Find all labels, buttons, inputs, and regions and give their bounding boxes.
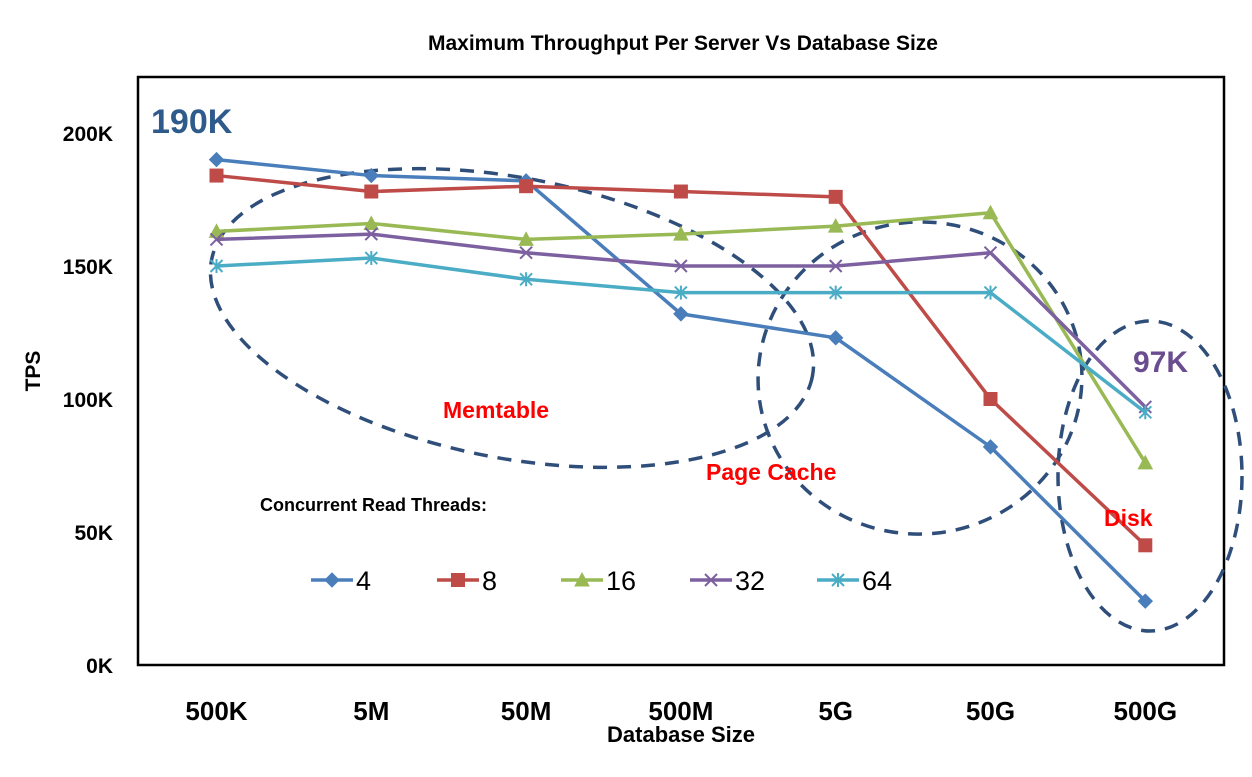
y-axis-label: TPS [22, 351, 45, 392]
legend-label-64: 64 [862, 566, 892, 596]
legend-label-32: 32 [735, 566, 765, 596]
data-point-4 [827, 330, 844, 346]
annotation-190k: 190K [151, 103, 233, 141]
data-point-32 [209, 232, 224, 247]
x-tick-label: 500M [648, 696, 713, 726]
y-tick-label: 50K [74, 522, 113, 545]
legend-label-4: 4 [356, 566, 371, 596]
data-point-4 [982, 439, 999, 455]
series-32 [209, 227, 1153, 414]
x-tick-label: 5G [818, 696, 853, 726]
memtable-region-outline [208, 166, 816, 470]
series-4 [208, 151, 1154, 609]
x-tick-label: 50M [501, 696, 552, 726]
data-point-8 [673, 184, 688, 199]
annotation-page-cache: Page Cache [706, 459, 836, 485]
x-tick-label: 5M [353, 696, 389, 726]
data-point-8 [828, 189, 843, 204]
data-point-16 [827, 218, 844, 233]
legend-item-32: 32 [690, 566, 765, 596]
region-outlines [208, 166, 1244, 633]
series-layer [208, 151, 1154, 609]
legend-item-4: 4 [311, 566, 371, 596]
legend-marker-8 [451, 573, 465, 587]
data-point-8 [519, 179, 534, 194]
data-point-64 [519, 272, 533, 287]
data-point-16 [208, 223, 225, 238]
series-line-16 [216, 211, 1147, 464]
data-point-4 [1137, 593, 1154, 609]
legend-marker-32 [704, 573, 718, 587]
data-point-8 [1138, 538, 1153, 553]
chart-title: Maximum Throughput Per Server Vs Databas… [428, 32, 938, 55]
data-point-8 [364, 184, 379, 199]
legend-marker-64 [831, 573, 845, 587]
data-point-8 [983, 392, 998, 406]
data-point-64 [364, 251, 379, 266]
series-8 [209, 168, 1153, 553]
data-point-16 [1137, 454, 1154, 470]
legend-label-8: 8 [482, 566, 497, 596]
data-point-16 [673, 226, 689, 241]
x-tick-label: 500G [1113, 696, 1177, 726]
data-point-64 [209, 259, 224, 273]
y-tick-label: 100K [63, 389, 113, 412]
data-point-64 [983, 285, 998, 300]
series-line-64 [216, 256, 1147, 414]
annotation-memtable: Memtable [443, 397, 549, 423]
legend-title: Concurrent Read Threads: [260, 495, 487, 515]
series-64 [209, 251, 1153, 420]
y-tick-label: 0K [86, 655, 113, 678]
data-point-32 [983, 245, 998, 260]
legend-item-64: 64 [817, 566, 892, 596]
legend-item-16: 16 [561, 566, 636, 596]
annotation-97k: 97K [1133, 346, 1188, 379]
x-tick-label: 50G [966, 696, 1015, 726]
legend-item-8: 8 [437, 566, 497, 596]
data-point-8 [209, 168, 224, 183]
annotation-disk: Disk [1104, 505, 1153, 531]
data-point-32 [364, 227, 379, 241]
annotation-layer: 190K 97K Memtable Page Cache Disk [151, 103, 1188, 531]
x-tick-label: 500K [185, 696, 247, 726]
y-tick-label: 150K [63, 256, 113, 279]
disk-region-outline [1056, 319, 1244, 633]
data-point-64 [828, 285, 843, 300]
data-point-4 [208, 151, 225, 168]
legend-marker-16 [574, 571, 590, 587]
legend-label-16: 16 [606, 566, 636, 596]
legend-marker-4 [324, 572, 340, 588]
data-point-4 [363, 167, 380, 184]
series-16 [208, 204, 1154, 470]
legend: Concurrent Read Threads: 4 8 16 32 64 [260, 495, 892, 596]
data-point-64 [1138, 405, 1153, 420]
x-axis-label: Database Size [607, 722, 755, 747]
data-point-16 [363, 215, 380, 230]
y-tick-labels: 0K 50K 100K 150K 200K [63, 123, 113, 678]
y-tick-label: 200K [63, 123, 113, 146]
data-point-16 [982, 204, 999, 220]
x-tick-labels: 500K 5M 50M 500M 5G 50G 500G [185, 696, 1177, 726]
plot-area-frame [136, 75, 1226, 667]
data-point-16 [518, 231, 534, 246]
data-point-64 [674, 285, 688, 300]
data-point-32 [674, 259, 688, 273]
data-point-32 [519, 245, 533, 260]
data-point-32 [828, 259, 843, 273]
data-point-4 [673, 306, 689, 322]
